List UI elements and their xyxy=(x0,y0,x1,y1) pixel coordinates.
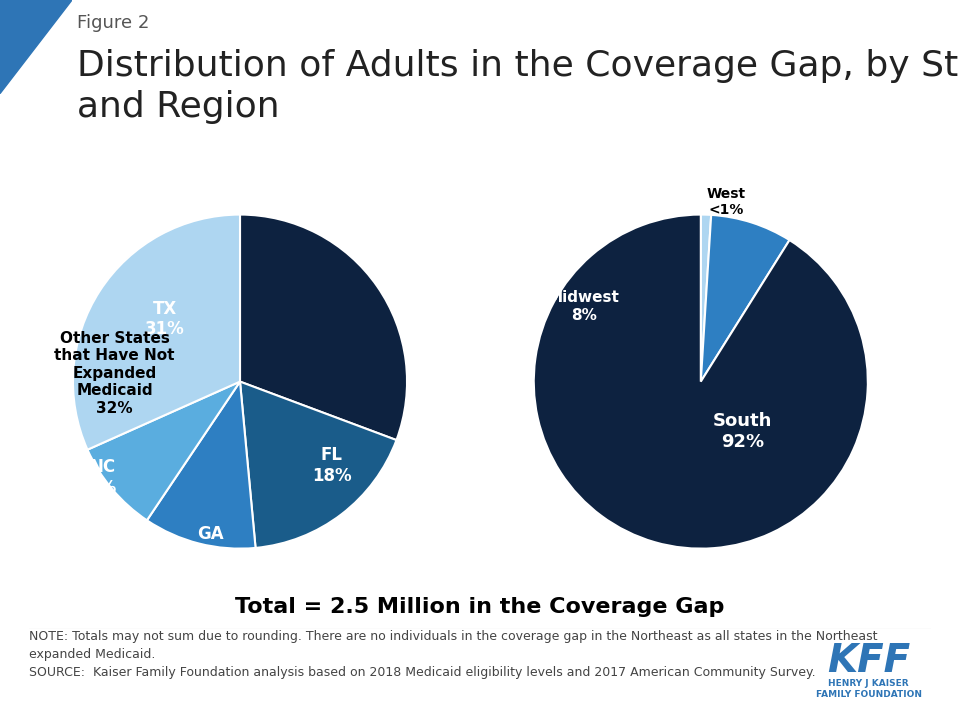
Polygon shape xyxy=(0,0,72,94)
Text: NOTE: Totals may not sum due to rounding. There are no individuals in the covera: NOTE: Totals may not sum due to rounding… xyxy=(29,630,877,679)
Text: GA
11%: GA 11% xyxy=(191,525,230,564)
Text: Total = 2.5 Million in the Coverage Gap: Total = 2.5 Million in the Coverage Gap xyxy=(235,597,725,616)
Text: NC
9%: NC 9% xyxy=(88,458,116,497)
Text: KFF: KFF xyxy=(828,642,910,680)
Wedge shape xyxy=(240,215,407,440)
Text: West
<1%: West <1% xyxy=(707,187,745,217)
Wedge shape xyxy=(701,215,711,382)
Text: HENRY J KAISER
FAMILY FOUNDATION: HENRY J KAISER FAMILY FOUNDATION xyxy=(816,679,922,699)
Wedge shape xyxy=(147,382,255,549)
Wedge shape xyxy=(240,382,396,548)
Wedge shape xyxy=(534,215,868,549)
Text: Distribution of Adults in the Coverage Gap, by State
and Region: Distribution of Adults in the Coverage G… xyxy=(77,49,960,124)
Text: Other States
that Have Not
Expanded
Medicaid
32%: Other States that Have Not Expanded Medi… xyxy=(55,331,175,415)
Text: FL
18%: FL 18% xyxy=(312,446,351,485)
Text: Midwest
8%: Midwest 8% xyxy=(548,290,620,323)
Wedge shape xyxy=(701,215,789,382)
Text: Figure 2: Figure 2 xyxy=(77,14,149,32)
Text: South
92%: South 92% xyxy=(713,413,772,451)
Text: TX
31%: TX 31% xyxy=(145,300,184,338)
Wedge shape xyxy=(73,215,240,450)
Wedge shape xyxy=(87,382,240,521)
